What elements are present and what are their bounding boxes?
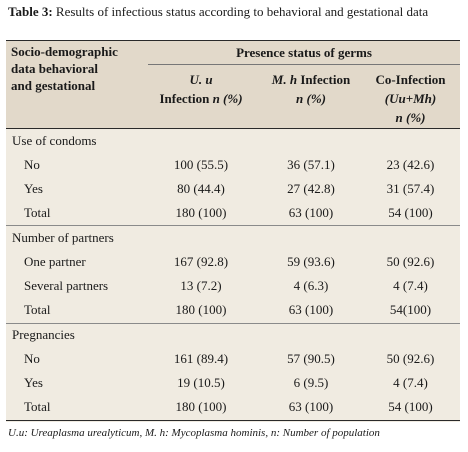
cell-mh: 27 (42.8) bbox=[287, 181, 335, 196]
header-left-line-1: Socio-demographic bbox=[11, 44, 118, 59]
cell-uu: 167 (92.8) bbox=[173, 254, 229, 269]
section-title: Use of condoms bbox=[12, 133, 97, 148]
header-row-label: Socio-demographic data behavioral and ge… bbox=[11, 43, 141, 94]
cell-coinfection: 54 (100) bbox=[388, 399, 433, 414]
cell-mh: 63 (100) bbox=[288, 205, 334, 220]
column-header-mh: M. h Infection n (%) bbox=[261, 70, 361, 108]
section-title-row: Number of partners bbox=[6, 226, 460, 250]
row-label: No bbox=[24, 351, 40, 366]
col3-line-3: n (%) bbox=[395, 110, 426, 125]
row-label: Yes bbox=[24, 375, 43, 390]
cell-coinfection: 23 (42.6) bbox=[386, 157, 435, 172]
row-label: Several partners bbox=[24, 278, 109, 293]
section-title: Pregnancies bbox=[12, 327, 75, 342]
table-row: Total 180 (100) 63 (100) 54(100) bbox=[6, 298, 460, 322]
cell-coinfection: 4 (7.4) bbox=[393, 278, 428, 293]
row-label: One partner bbox=[24, 254, 86, 269]
section-title-row: Use of condoms bbox=[6, 129, 460, 153]
column-header-uu: U. u Infection n (%) bbox=[141, 70, 261, 108]
caption-text: Results of infectious status according t… bbox=[52, 4, 429, 19]
section-title: Number of partners bbox=[12, 230, 114, 245]
cell-mh: 63 (100) bbox=[288, 302, 334, 317]
cell-uu: 180 (100) bbox=[175, 302, 227, 317]
cell-mh: 57 (90.5) bbox=[287, 351, 335, 366]
col1-line-2a: Infection bbox=[159, 91, 213, 106]
table-row: Yes 19 (10.5) 6 (9.5) 4 (7.4) bbox=[6, 371, 460, 395]
row-label: No bbox=[24, 157, 40, 172]
section-divider bbox=[6, 323, 460, 324]
table-row: One partner 167 (92.8) 59 (93.6) 50 (92.… bbox=[6, 250, 460, 274]
table-row: Several partners 13 (7.2) 4 (6.3) 4 (7.4… bbox=[6, 274, 460, 298]
header-group-divider bbox=[148, 64, 460, 65]
header-left-line-3: and gestational bbox=[11, 78, 96, 93]
cell-coinfection: 50 (92.6) bbox=[386, 351, 435, 366]
table-row: No 100 (55.5) 36 (57.1) 23 (42.6) bbox=[6, 153, 460, 177]
col2-line-1b: Infection bbox=[297, 72, 351, 87]
col2-line-2: n (%) bbox=[296, 91, 326, 106]
cell-mh: 6 (9.5) bbox=[293, 375, 329, 390]
cell-uu: 180 (100) bbox=[175, 205, 227, 220]
cell-coinfection: 31 (57.4) bbox=[386, 181, 435, 196]
table-row: No 161 (89.4) 57 (90.5) 50 (92.6) bbox=[6, 347, 460, 371]
section-title-row: Pregnancies bbox=[6, 323, 460, 347]
cell-coinfection: 54 (100) bbox=[388, 205, 433, 220]
table-caption: Table 3: Results of infectious status ac… bbox=[8, 3, 460, 20]
cell-uu: 100 (55.5) bbox=[173, 157, 229, 172]
section-divider bbox=[6, 225, 460, 226]
cell-mh: 63 (100) bbox=[288, 399, 334, 414]
col3-line-2: (Uu+Mh) bbox=[384, 91, 437, 106]
cell-coinfection: 50 (92.6) bbox=[386, 254, 435, 269]
results-table: Socio-demographic data behavioral and ge… bbox=[6, 40, 460, 422]
cell-uu: 80 (44.4) bbox=[177, 181, 225, 196]
row-label: Total bbox=[24, 205, 51, 220]
cell-uu: 180 (100) bbox=[175, 399, 227, 414]
col1-line-1: U. u bbox=[189, 72, 213, 87]
table-row: Yes 80 (44.4) 27 (42.8) 31 (57.4) bbox=[6, 177, 460, 201]
col3-line-1: Co-Infection bbox=[375, 72, 446, 87]
row-label: Yes bbox=[24, 181, 43, 196]
header-group-title: Presence status of germs bbox=[236, 45, 372, 60]
cell-mh: 36 (57.1) bbox=[287, 157, 335, 172]
cell-uu: 161 (89.4) bbox=[173, 351, 229, 366]
table-header: Socio-demographic data behavioral and ge… bbox=[6, 40, 460, 129]
caption-label: Table 3: bbox=[8, 4, 53, 19]
cell-uu: 13 (7.2) bbox=[180, 278, 222, 293]
table-row: Total 180 (100) 63 (100) 54 (100) bbox=[6, 201, 460, 225]
cell-coinfection: 54(100) bbox=[389, 302, 432, 317]
table-row: Total 180 (100) 63 (100) 54 (100) bbox=[6, 395, 460, 419]
column-header-coinfection: Co-Infection (Uu+Mh) n (%) bbox=[361, 70, 460, 127]
cell-mh: 4 (6.3) bbox=[293, 278, 329, 293]
row-label: Total bbox=[24, 302, 51, 317]
cell-mh: 59 (93.6) bbox=[287, 254, 335, 269]
table-bottom-border bbox=[6, 420, 460, 421]
col2-line-1a: M. h bbox=[271, 72, 298, 87]
col1-line-2b: n (%) bbox=[212, 91, 243, 106]
row-label: Total bbox=[24, 399, 51, 414]
header-left-line-2: data behavioral bbox=[11, 61, 99, 76]
cell-uu: 19 (10.5) bbox=[177, 375, 225, 390]
cell-coinfection: 4 (7.4) bbox=[393, 375, 428, 390]
table-footnote: U.u: Ureaplasma urealyticum, M. h: Mycop… bbox=[8, 427, 380, 439]
